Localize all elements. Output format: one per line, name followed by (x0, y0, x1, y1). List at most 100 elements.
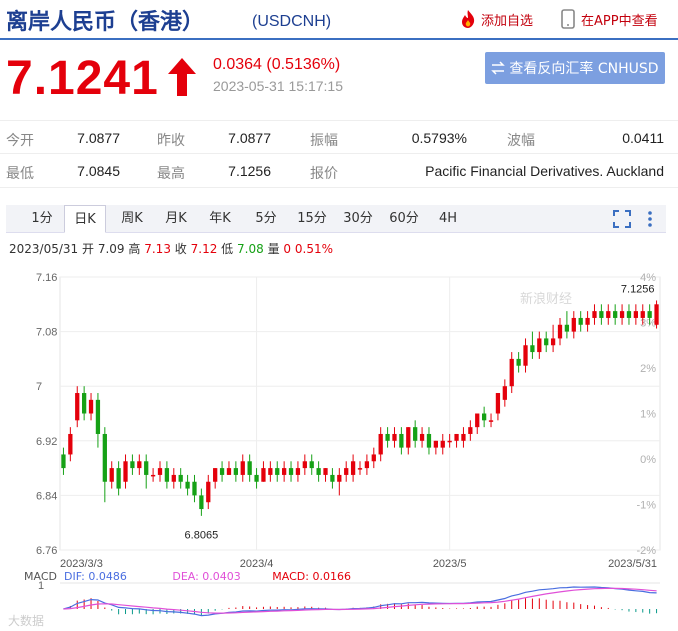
y-tick-label: 7 (36, 381, 42, 393)
candle-body (592, 311, 597, 318)
ohlc-pct: 0.51% (294, 242, 333, 256)
fullscreen-icon[interactable] (612, 209, 632, 229)
candle-body (433, 440, 438, 448)
symbol-code: (USDCNH) (252, 13, 332, 30)
current-price: 7.1241 (6, 52, 159, 105)
candle-body (330, 474, 335, 482)
stats-row: 最低 7.0845 最高 7.1256 报价 Pacific Financial… (0, 154, 678, 188)
candlestick-chart: 7.167.0876.926.846.764%3%2%1%0%-1%-2%202… (8, 272, 661, 628)
tab-30min[interactable]: 30分 (343, 211, 373, 226)
candle-body (613, 311, 618, 318)
candle-body (399, 433, 404, 448)
pct-tick-label: 2% (640, 363, 656, 375)
candle-body (199, 495, 204, 510)
candle-body (192, 481, 197, 496)
candle-body (164, 468, 170, 482)
tab-weekly[interactable]: 周K (121, 211, 143, 226)
flame-icon (462, 10, 475, 28)
candle-body (337, 474, 342, 482)
candle-body (61, 454, 66, 469)
up-arrow-icon (168, 58, 196, 96)
candle-body (564, 324, 570, 332)
prev-close-label: 昨收 (157, 133, 185, 149)
candle-body (461, 433, 466, 441)
macd-dea-line (63, 587, 657, 614)
candle-body (130, 461, 135, 469)
candle-body (261, 468, 266, 482)
reverse-rate-button[interactable]: 查看反向汇率 CNHUSD (485, 52, 665, 84)
tab-yearly[interactable]: 年K (209, 211, 231, 226)
macd-title: MACD (24, 570, 57, 583)
open-app-label: 在APP中查看 (581, 13, 658, 29)
candle-body (137, 461, 142, 469)
reverse-rate-label: 查看反向汇率 CNHUSD (509, 61, 659, 77)
ohlc-low-label: 低 (221, 242, 234, 256)
candle-body (157, 468, 163, 475)
low-label: 最低 (6, 166, 34, 182)
pct-tick-label: 4% (640, 272, 656, 284)
candle-body (109, 468, 114, 482)
stats-row: 今开 7.0877 昨收 7.0877 振幅 0.5793% 波幅 0.0411 (0, 120, 678, 154)
candle-body (406, 427, 411, 448)
candle-body (116, 468, 121, 489)
candle-body (102, 433, 107, 482)
add-watchlist-button[interactable]: 添加自选 (459, 9, 533, 29)
price-change: 0.0364 (0.5136%) (213, 56, 341, 73)
macd-value: MACD: 0.0166 (272, 570, 351, 583)
candle-body (82, 393, 87, 414)
candle-body (426, 433, 432, 448)
candle-body (357, 468, 363, 470)
ohlc-volume-label: 量 (267, 242, 280, 256)
candle-body (495, 393, 501, 414)
candle-body (323, 468, 328, 475)
candle-body (516, 358, 521, 366)
tab-1min[interactable]: 1分 (31, 211, 53, 226)
candle-body (233, 468, 238, 475)
candle-body (454, 433, 459, 441)
pct-tick-label: 3% (640, 318, 656, 330)
macd-axis-label: 1 (38, 580, 44, 592)
candle-body (247, 461, 252, 475)
ohlc-open: 7.09 (97, 242, 125, 256)
prev-close-value: 7.0877 (228, 130, 271, 146)
candle-body (350, 461, 356, 475)
x-tick-label: 2023/3/3 (60, 558, 103, 570)
candle-body (240, 461, 245, 475)
ohlc-open-label: 开 (82, 242, 95, 256)
more-icon[interactable] (640, 209, 660, 229)
candle-body (419, 433, 425, 441)
tab-60min[interactable]: 60分 (389, 211, 419, 226)
candle-body (185, 481, 190, 489)
swap-icon (491, 61, 506, 75)
phone-icon (561, 9, 575, 29)
candle-body (123, 461, 128, 482)
quote-time: 2023-05-31 15:17:15 (213, 78, 343, 94)
y-tick-label: 6.92 (36, 436, 57, 448)
candle-body (440, 440, 445, 448)
candle-body (364, 461, 370, 469)
candle-body (557, 324, 563, 339)
pct-tick-label: 1% (640, 409, 656, 421)
candle-body (482, 413, 487, 421)
tab-15min[interactable]: 15分 (297, 211, 327, 226)
tab-monthly[interactable]: 月K (165, 211, 187, 226)
candle-body (530, 345, 535, 353)
candle-body (606, 311, 611, 318)
candle-body (316, 468, 321, 475)
candle-body (275, 468, 280, 475)
amplitude-value: 0.5793% (411, 130, 467, 146)
tab-5min[interactable]: 5分 (255, 211, 277, 226)
open-app-button[interactable]: 在APP中查看 (559, 9, 658, 29)
candle-body (502, 386, 507, 400)
ohlc-low: 7.08 (237, 242, 264, 256)
period-tabs: 1分 日K 周K 月K 年K 5分 15分 30分 60分 4H (6, 205, 666, 233)
tab-daily[interactable]: 日K (64, 205, 106, 233)
candle-body (654, 304, 659, 325)
quote-source-label: 报价 (310, 166, 338, 182)
ohlc-date: 2023/05/31 (9, 242, 79, 256)
volatility-value: 0.0411 (622, 130, 664, 146)
candle-body (475, 413, 480, 428)
open-label: 今开 (6, 133, 34, 149)
tab-4h[interactable]: 4H (438, 211, 458, 226)
macd-dif: DIF: 0.0486 (63, 570, 127, 583)
